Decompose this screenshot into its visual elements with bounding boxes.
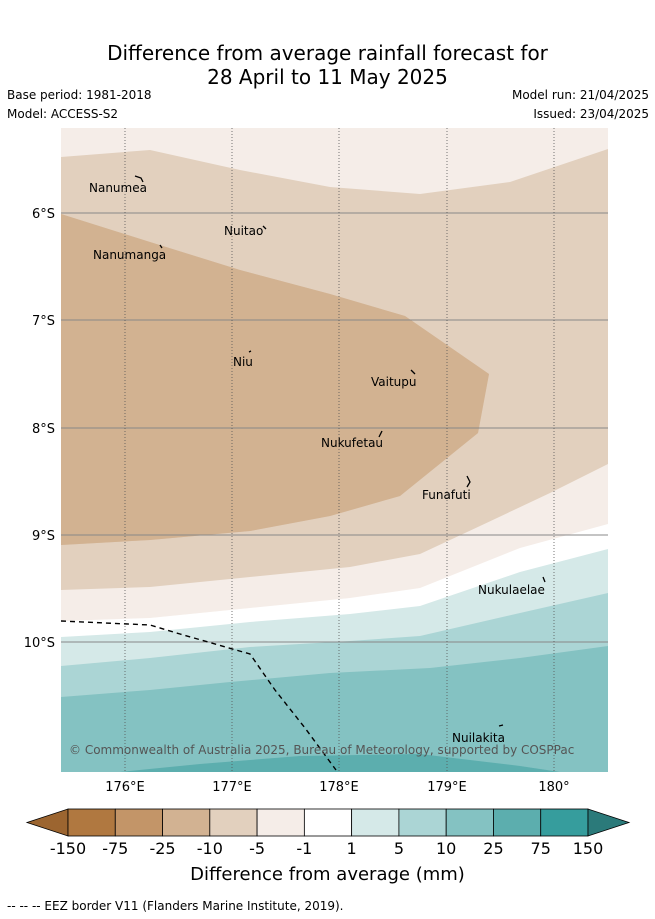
longitude-tick-labels: 176°E 177°E 178°E 179°E 180°	[105, 780, 569, 795]
lat-tick: 10°S	[24, 636, 55, 651]
colorbar-segment	[351, 808, 400, 837]
copyright-notice: © Commonwealth of Australia 2025, Bureau…	[69, 743, 574, 757]
colorbar-segment	[162, 808, 211, 837]
colorbar-segment	[67, 808, 116, 837]
model-name: Model: ACCESS-S2	[7, 107, 119, 121]
colorbar-segment	[445, 808, 494, 837]
place-label-vaitupu: Vaitupu	[371, 375, 417, 389]
colorbar-tick: 1	[347, 839, 357, 858]
colorbar-tick: -10	[197, 839, 223, 858]
colorbar	[25, 808, 631, 837]
latitude-tick-labels: 6°S 7°S 8°S 9°S 10°S	[24, 207, 55, 651]
base-period: Base period: 1981-2018	[7, 88, 152, 102]
lat-tick: 8°S	[32, 422, 55, 437]
colorbar-min-arrow	[25, 808, 69, 837]
place-label-nukufetau: Nukufetau	[321, 436, 383, 450]
lat-tick: 9°S	[32, 529, 55, 544]
colorbar-segment	[303, 808, 353, 837]
island-nanumanga	[159, 244, 163, 249]
place-labels: Nanumea Nuitao Nanumanga Niu Vaitupu Nuk…	[89, 181, 545, 745]
lon-tick: 179°E	[427, 780, 467, 795]
island-funafuti	[466, 475, 471, 488]
colorbar-tick: -1	[296, 839, 312, 858]
colorbar-tick: -75	[102, 839, 128, 858]
footer-note: -- -- -- EEZ border V11 (Flanders Marine…	[7, 899, 344, 913]
colorbar-segment	[398, 808, 447, 837]
lon-tick: 176°E	[105, 780, 145, 795]
title-line-1: Difference from average rainfall forecas…	[107, 41, 548, 65]
title-line-2: 28 April to 11 May 2025	[207, 65, 448, 89]
lon-tick: 180°	[538, 780, 569, 795]
colorbar-tick-labels: -150 -75 -25 -10 -5 -1 1 5 10 25 75 150	[50, 839, 603, 858]
lat-tick: 6°S	[32, 207, 55, 222]
lon-tick: 177°E	[212, 780, 252, 795]
chart-title: Difference from average rainfall forecas…	[0, 41, 655, 89]
longitude-gridlines	[124, 128, 555, 772]
eez-border-line	[60, 620, 337, 771]
colorbar-tick: -25	[149, 839, 175, 858]
colorbar-label: Difference from average (mm)	[190, 864, 465, 885]
place-label-nukulaelae: Nukulaelae	[478, 583, 545, 597]
colorbar-max-arrow	[587, 808, 631, 837]
colorbar-segment	[540, 808, 589, 837]
place-label-nanumea: Nanumea	[89, 181, 147, 195]
island-niu	[248, 350, 252, 353]
colorbar-tick: -5	[249, 839, 265, 858]
island-vaitupu	[410, 369, 416, 375]
place-label-niu: Niu	[233, 355, 253, 369]
island-nuilakita	[498, 724, 504, 727]
colorbar-segment	[209, 808, 258, 837]
colorbar-tick: 150	[573, 839, 604, 858]
latitude-gridlines	[61, 212, 608, 643]
colorbar-tick: 10	[436, 839, 456, 858]
lon-tick: 178°E	[319, 780, 359, 795]
band-minus10-minus25	[61, 214, 489, 545]
island-nuitao	[262, 225, 267, 230]
colorbar-segment	[256, 808, 305, 837]
island-nukufetau	[378, 430, 383, 438]
place-label-nanumanga: Nanumanga	[93, 248, 166, 262]
place-label-nuilakita: Nuilakita	[452, 731, 505, 745]
model-run: Model run: 21/04/2025	[511, 88, 649, 102]
colorbar-tick: 75	[531, 839, 551, 858]
island-nanumea	[134, 175, 144, 183]
lat-tick: 7°S	[32, 314, 55, 329]
colorbar-segment	[493, 808, 542, 837]
band-25-75	[120, 754, 560, 772]
colorbar-tick: 5	[394, 839, 404, 858]
island-outlines	[134, 175, 546, 727]
contour-fills	[61, 128, 608, 772]
place-label-nuitao: Nuitao	[224, 224, 263, 238]
colorbar-tick: -150	[50, 839, 86, 858]
place-label-funafuti: Funafuti	[422, 488, 471, 502]
colorbar-tick: 25	[483, 839, 503, 858]
issued-date: Issued: 23/04/2025	[533, 107, 649, 121]
island-nukulaelae	[542, 576, 546, 583]
colorbar-segment	[114, 808, 163, 837]
